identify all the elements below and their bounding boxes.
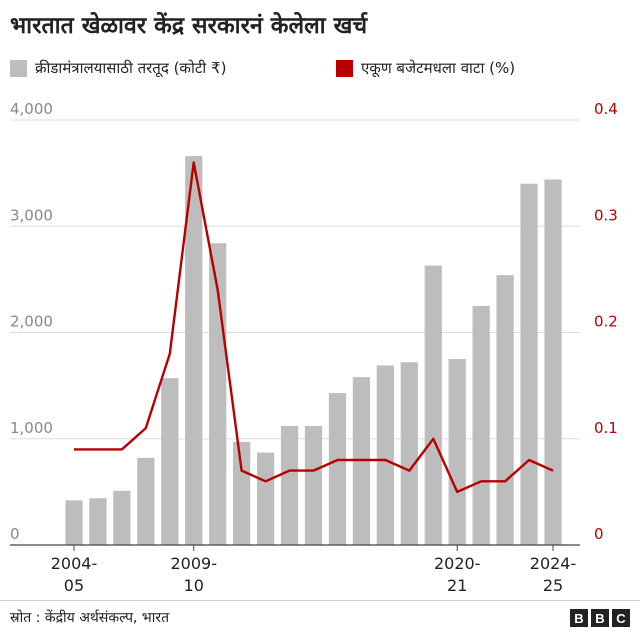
- line-series: [74, 161, 554, 494]
- bar: [304, 426, 323, 545]
- bar: [89, 498, 107, 545]
- bbc-logo-b2: B: [591, 609, 609, 627]
- bar: [376, 365, 394, 545]
- x-tick-label: 21: [447, 576, 467, 595]
- bar: [256, 452, 275, 545]
- bar: [137, 457, 155, 545]
- legend-line: एकूण बजेटमधला वाटा (%): [336, 58, 515, 78]
- x-tick-label: 2004-: [51, 554, 98, 573]
- legend-line-swatch: [336, 59, 353, 77]
- bar: [520, 183, 538, 545]
- bar: [113, 490, 131, 545]
- x-tick-label: 10: [184, 576, 204, 595]
- bar: [400, 362, 418, 545]
- y-right-tick-label: 0.3: [594, 206, 618, 224]
- bar: [233, 441, 251, 545]
- x-tick-label: 25: [543, 576, 563, 595]
- x-tick-label: 2020-: [434, 554, 481, 573]
- bbc-logo: B B C: [570, 609, 630, 627]
- y-right-tick-label: 0: [594, 525, 604, 543]
- bbc-logo-b1: B: [570, 609, 588, 627]
- bar: [496, 275, 514, 545]
- bar: [65, 500, 83, 545]
- y-right-tick-label: 0.4: [594, 100, 618, 118]
- x-tick-label: 2024-: [530, 554, 577, 573]
- x-tick-label: 2009-: [170, 554, 217, 573]
- bar: [448, 359, 466, 545]
- bar: [424, 265, 442, 545]
- footer-divider: [0, 600, 640, 601]
- y-left-tick-label: 0: [10, 525, 20, 543]
- y-right-tick-label: 0.2: [594, 313, 618, 331]
- chart-title: भारतात खेळावर केंद्र सरकारनं केलेला खर्च: [10, 13, 368, 39]
- chart-plot: 0 1,000 2,000 3,000 4,000 0 0.1 0.2 0.3 0.4 2004- 0…: [10, 100, 618, 595]
- legend-bars-swatch: [10, 59, 27, 77]
- bar: [328, 393, 347, 545]
- source-note: स्रोत : केंद्रीय अर्थसंकल्प, भारत: [10, 610, 170, 626]
- y-left-tick-label: 2,000: [10, 313, 53, 331]
- legend-line-label: एकूण बजेटमधला वाटा (%): [361, 59, 516, 77]
- bbc-logo-c: C: [612, 609, 630, 627]
- y-left-tick-label: 3,000: [10, 206, 53, 224]
- y-left-tick-label: 4,000: [10, 100, 53, 118]
- y-right-tick-label: 0.1: [594, 419, 618, 437]
- bar: [161, 378, 179, 545]
- bar: [472, 305, 490, 545]
- bar: [544, 179, 562, 545]
- legend-bars: क्रीडामंत्रालयासाठी तरतूद (कोटी ₹): [10, 58, 226, 78]
- y-left-tick-label: 1,000: [10, 419, 53, 437]
- x-tick-label: 05: [64, 576, 84, 595]
- bar: [280, 426, 299, 545]
- legend-bars-label: क्रीडामंत्रालयासाठी तरतूद (कोटी ₹): [35, 59, 227, 77]
- bar: [185, 156, 203, 545]
